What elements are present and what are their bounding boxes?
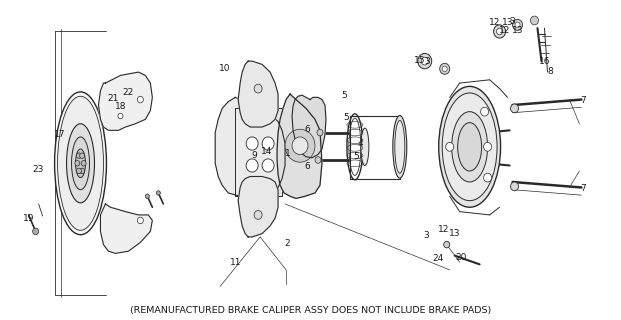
Circle shape: [484, 173, 492, 182]
Polygon shape: [238, 176, 278, 237]
Text: 9: 9: [252, 151, 258, 160]
Ellipse shape: [395, 120, 405, 173]
Ellipse shape: [451, 112, 487, 182]
Circle shape: [421, 57, 428, 65]
Circle shape: [33, 228, 39, 235]
Text: 3: 3: [424, 57, 430, 66]
Text: 15: 15: [414, 56, 426, 65]
Circle shape: [81, 161, 86, 166]
Circle shape: [262, 159, 274, 172]
Circle shape: [530, 16, 538, 25]
Text: 8: 8: [548, 67, 553, 76]
Polygon shape: [99, 72, 152, 130]
Circle shape: [75, 161, 80, 166]
Circle shape: [76, 153, 81, 158]
Text: 22: 22: [122, 88, 134, 97]
Text: 5: 5: [341, 91, 347, 100]
Text: 12: 12: [489, 18, 500, 27]
Text: 20: 20: [455, 253, 467, 262]
Text: 4: 4: [358, 139, 363, 148]
Ellipse shape: [55, 92, 106, 235]
Circle shape: [443, 241, 450, 248]
Circle shape: [137, 217, 143, 224]
Circle shape: [292, 137, 308, 155]
Circle shape: [137, 96, 143, 103]
Text: 23: 23: [32, 165, 43, 174]
Circle shape: [481, 107, 489, 116]
Circle shape: [317, 129, 323, 136]
Text: 10: 10: [219, 64, 231, 73]
Text: 6: 6: [304, 162, 310, 171]
Ellipse shape: [66, 124, 94, 203]
Circle shape: [118, 113, 123, 119]
Polygon shape: [292, 95, 326, 158]
Text: (REMANUFACTURED BRAKE CALIPER ASSY DOES NOT INCLUDE BRAKE PADS): (REMANUFACTURED BRAKE CALIPER ASSY DOES …: [130, 306, 492, 315]
Text: 1: 1: [284, 149, 291, 158]
Circle shape: [515, 22, 520, 28]
Circle shape: [512, 20, 522, 30]
Polygon shape: [238, 61, 278, 127]
Circle shape: [262, 137, 274, 150]
Text: 2: 2: [285, 239, 291, 248]
Circle shape: [79, 153, 84, 158]
Text: 12: 12: [499, 26, 510, 35]
Text: 11: 11: [230, 258, 242, 267]
Text: 13: 13: [502, 18, 514, 27]
Text: 24: 24: [432, 254, 444, 263]
Circle shape: [246, 159, 258, 172]
Text: 12: 12: [438, 225, 450, 234]
Circle shape: [246, 137, 258, 150]
Ellipse shape: [458, 123, 482, 171]
Circle shape: [315, 157, 321, 163]
Circle shape: [497, 28, 502, 35]
Text: 19: 19: [24, 214, 35, 223]
Circle shape: [494, 25, 505, 38]
Ellipse shape: [76, 149, 86, 178]
Circle shape: [510, 104, 519, 113]
Circle shape: [254, 84, 262, 93]
Ellipse shape: [58, 96, 104, 230]
Text: 21: 21: [108, 94, 119, 103]
Text: 3: 3: [423, 230, 428, 240]
Circle shape: [79, 168, 84, 174]
Circle shape: [285, 129, 315, 162]
Text: 3: 3: [510, 17, 515, 26]
Circle shape: [442, 66, 447, 72]
Circle shape: [76, 168, 81, 174]
Ellipse shape: [393, 116, 407, 178]
Ellipse shape: [438, 86, 501, 207]
Text: 5: 5: [343, 113, 349, 122]
Text: 7: 7: [580, 96, 586, 105]
Ellipse shape: [361, 128, 369, 165]
Text: 16: 16: [539, 57, 550, 66]
Polygon shape: [277, 94, 322, 198]
Circle shape: [446, 142, 454, 151]
Text: 5: 5: [353, 152, 358, 161]
Ellipse shape: [71, 137, 89, 190]
Polygon shape: [101, 204, 152, 253]
Circle shape: [145, 194, 150, 198]
Circle shape: [440, 63, 450, 74]
Circle shape: [510, 182, 519, 191]
Ellipse shape: [442, 93, 497, 201]
Text: 13: 13: [449, 229, 461, 238]
Text: 13: 13: [512, 26, 524, 35]
Polygon shape: [235, 108, 282, 196]
Circle shape: [484, 142, 492, 151]
Circle shape: [254, 211, 262, 219]
Text: 18: 18: [115, 102, 127, 111]
Circle shape: [156, 191, 160, 195]
Polygon shape: [215, 97, 285, 196]
Circle shape: [418, 53, 432, 69]
Text: 14: 14: [261, 147, 273, 156]
Text: 7: 7: [580, 184, 586, 193]
Text: 6: 6: [304, 125, 310, 134]
Text: 17: 17: [54, 130, 65, 139]
